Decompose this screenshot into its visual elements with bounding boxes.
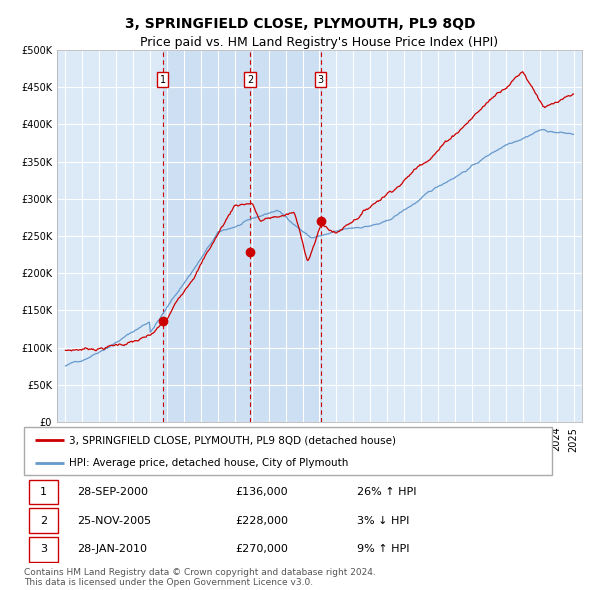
FancyBboxPatch shape xyxy=(29,480,58,504)
Text: 1: 1 xyxy=(40,487,47,497)
Bar xyxy=(250,50,321,422)
Text: 3: 3 xyxy=(318,75,324,85)
Text: 9% ↑ HPI: 9% ↑ HPI xyxy=(356,545,409,555)
FancyBboxPatch shape xyxy=(29,509,58,533)
Text: 3, SPRINGFIELD CLOSE, PLYMOUTH, PL9 8QD: 3, SPRINGFIELD CLOSE, PLYMOUTH, PL9 8QD xyxy=(125,17,475,31)
Text: HPI: Average price, detached house, City of Plymouth: HPI: Average price, detached house, City… xyxy=(69,458,348,468)
Text: £228,000: £228,000 xyxy=(235,516,288,526)
Text: Contains HM Land Registry data © Crown copyright and database right 2024.: Contains HM Land Registry data © Crown c… xyxy=(24,568,376,576)
Text: 3, SPRINGFIELD CLOSE, PLYMOUTH, PL9 8QD (detached house): 3, SPRINGFIELD CLOSE, PLYMOUTH, PL9 8QD … xyxy=(69,435,396,445)
Bar xyxy=(163,50,250,422)
Text: 2: 2 xyxy=(40,516,47,526)
Text: 28-SEP-2000: 28-SEP-2000 xyxy=(77,487,148,497)
Text: £136,000: £136,000 xyxy=(235,487,288,497)
Title: Price paid vs. HM Land Registry's House Price Index (HPI): Price paid vs. HM Land Registry's House … xyxy=(140,36,499,49)
Text: 26% ↑ HPI: 26% ↑ HPI xyxy=(356,487,416,497)
Text: 2: 2 xyxy=(247,75,253,85)
Text: 1: 1 xyxy=(160,75,166,85)
Text: £270,000: £270,000 xyxy=(235,545,288,555)
FancyBboxPatch shape xyxy=(29,537,58,562)
Text: 25-NOV-2005: 25-NOV-2005 xyxy=(77,516,151,526)
FancyBboxPatch shape xyxy=(24,427,552,475)
Text: 28-JAN-2010: 28-JAN-2010 xyxy=(77,545,147,555)
Text: 3% ↓ HPI: 3% ↓ HPI xyxy=(356,516,409,526)
Text: 3: 3 xyxy=(40,545,47,555)
Text: This data is licensed under the Open Government Licence v3.0.: This data is licensed under the Open Gov… xyxy=(24,578,313,587)
